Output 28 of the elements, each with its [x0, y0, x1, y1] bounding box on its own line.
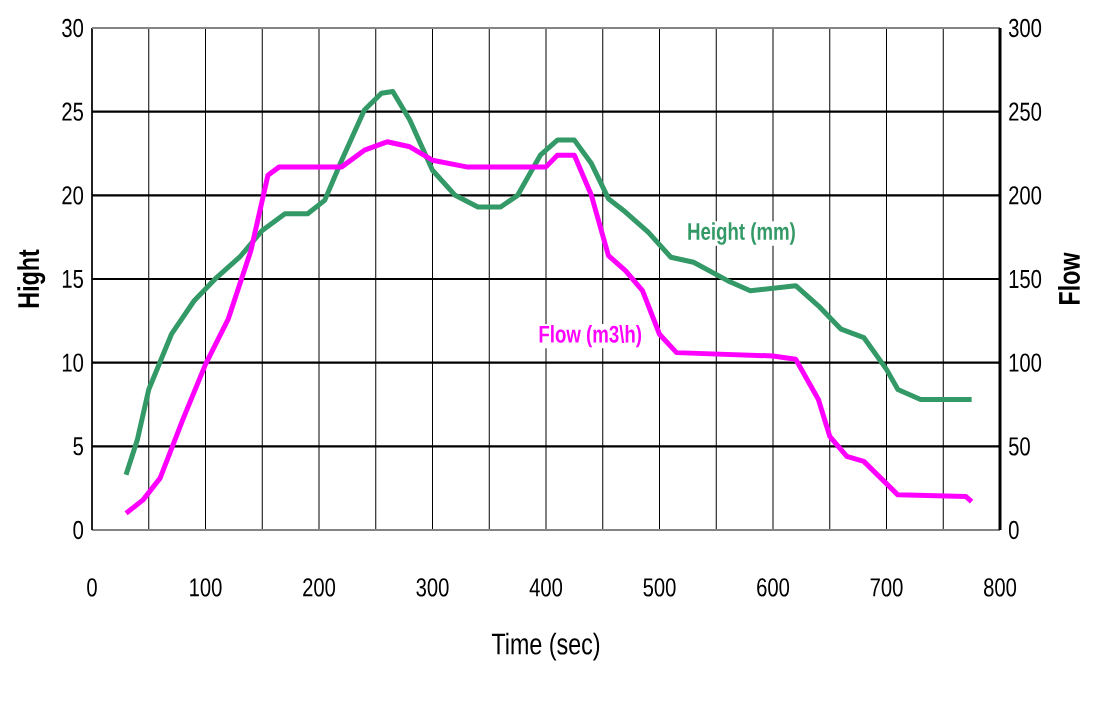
x-tick-label: 500	[643, 578, 676, 597]
y2-axis-title: Flow	[1058, 252, 1080, 304]
y2-tick-label: 250	[1009, 102, 1042, 121]
x-tick-label: 300	[416, 578, 449, 597]
y-tick-label: 5	[73, 437, 83, 456]
y-tick-label: 15	[62, 269, 83, 289]
y2-tick-label: 0	[1008, 520, 1019, 540]
y2-tick-label: 300	[1008, 18, 1042, 38]
x-tick-label: 100	[190, 578, 222, 597]
y2-tick-label: 100	[1009, 353, 1042, 372]
y-tick-label: 30	[62, 18, 84, 38]
series-label: Height (mm)	[688, 222, 795, 245]
y-tick-label: 0	[73, 520, 84, 540]
y2-tick-label: 150	[1009, 269, 1042, 289]
y-tick-label: 25	[62, 102, 83, 121]
y-tick-label: 20	[62, 186, 84, 205]
x-tick-label: 600	[757, 578, 790, 597]
x-tick-label: 400	[529, 578, 563, 597]
x-tick-label: 700	[870, 578, 903, 597]
x-tick-label: 0	[87, 578, 97, 597]
y-axis-title: Hight	[17, 249, 46, 308]
y2-tick-label: 50	[1008, 437, 1030, 456]
y-tick-label: 10	[62, 353, 84, 372]
x-tick-label: 200	[303, 578, 336, 597]
series-label: Flow (m3\h)	[539, 325, 642, 348]
x-tick-label: 800	[984, 578, 1017, 597]
x-axis-title: Time (sec)	[491, 632, 600, 661]
y2-tick-label: 200	[1009, 186, 1042, 205]
